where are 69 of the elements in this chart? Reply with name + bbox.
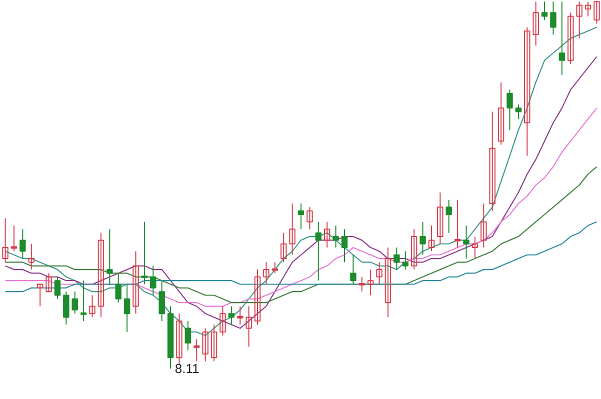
- candlestick: [367, 269, 374, 296]
- candlestick: [584, 1, 592, 17]
- candlestick: [210, 324, 218, 362]
- candlestick: [437, 192, 444, 244]
- candlestick: [332, 225, 339, 248]
- candlestick: [515, 104, 522, 120]
- candlestick: [568, 12, 574, 64]
- candlestick: [498, 82, 504, 146]
- candlestick: [158, 280, 165, 322]
- candlestick: [541, 1, 548, 20]
- candlestick: [280, 232, 287, 263]
- candlestick: [454, 199, 461, 248]
- candlestick: [202, 328, 208, 362]
- candlestick: [220, 306, 226, 336]
- candlestick: [576, 1, 582, 39]
- candlestick: [532, 1, 539, 46]
- candlestick: [228, 306, 235, 326]
- candlestick: [132, 250, 139, 314]
- candlestick: [446, 199, 452, 234]
- candlestick: [480, 202, 487, 248]
- candlestick: [54, 276, 61, 300]
- candlestick: [141, 221, 148, 285]
- candlestick: [472, 236, 478, 260]
- candlestick: [420, 221, 426, 256]
- candlestick: [89, 294, 96, 318]
- candlestick: [254, 269, 261, 326]
- candlestick: [289, 202, 296, 256]
- candlestick: [350, 254, 356, 285]
- candlestick: [594, 1, 600, 24]
- candlestick: [394, 247, 400, 270]
- candlestick: [315, 221, 322, 282]
- candlestick: [246, 306, 252, 348]
- candlestick: [124, 284, 130, 332]
- candlestick: [376, 262, 382, 285]
- candlestick: [263, 262, 270, 285]
- candlestick: [150, 265, 156, 296]
- candlestick: [20, 228, 26, 260]
- candlestick: [410, 228, 418, 270]
- candlestick: [194, 338, 200, 362]
- annotation: 8.11: [174, 361, 200, 376]
- candlestick: [358, 276, 365, 292]
- candlestick: [298, 202, 304, 230]
- candlestick: [402, 250, 408, 270]
- candlestick: [80, 280, 87, 322]
- candlestick: [524, 26, 530, 156]
- candlestick: [550, 1, 556, 36]
- candlestick: [46, 272, 52, 292]
- candlestick: [428, 225, 435, 252]
- candlestick: [341, 228, 348, 263]
- candlestick: [72, 291, 78, 314]
- candlestick: [106, 228, 113, 285]
- candlestick: [115, 272, 122, 304]
- candlestick: [10, 225, 18, 252]
- candlestick: [28, 243, 34, 270]
- candlestick: [558, 1, 566, 76]
- candlestick: [63, 291, 70, 326]
- candlestick: [184, 320, 192, 351]
- candlestick: [506, 89, 513, 131]
- candlestick: [324, 221, 330, 248]
- candlestick: [36, 284, 44, 307]
- candlestick: [489, 111, 496, 212]
- candlestick: [98, 232, 104, 318]
- candlestick: [306, 206, 313, 230]
- candlestick: [384, 247, 392, 318]
- candlestick: [272, 262, 278, 274]
- candlestick: [237, 306, 244, 326]
- candlestick: [176, 313, 182, 366]
- candlestick: [2, 218, 8, 263]
- candlestick: [463, 225, 470, 260]
